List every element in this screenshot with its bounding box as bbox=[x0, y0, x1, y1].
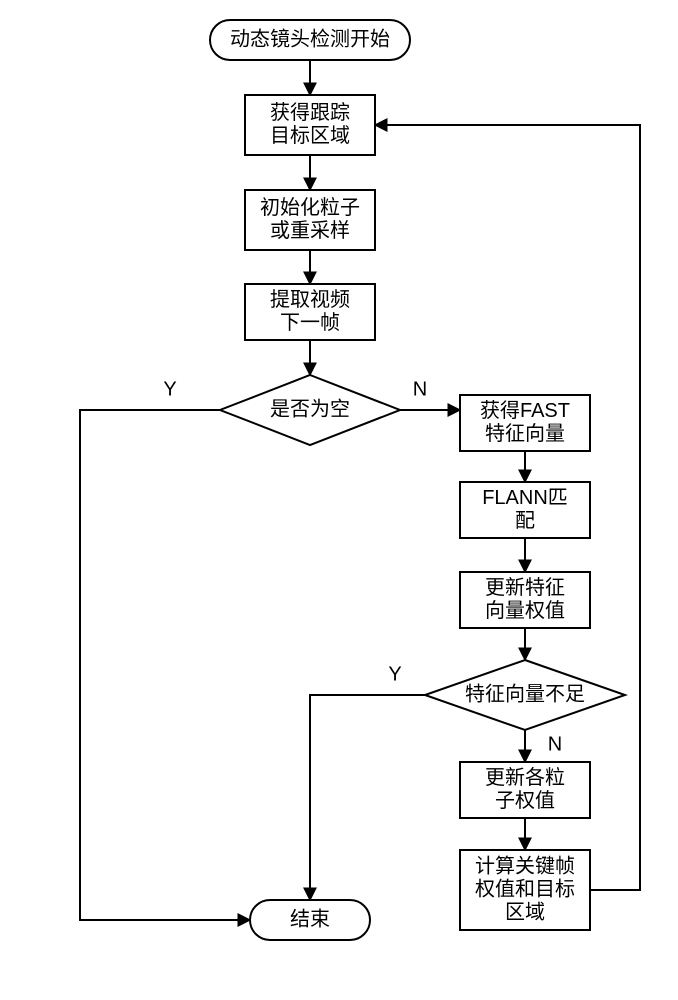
edge-8-label: N bbox=[548, 733, 562, 755]
node-n5-line-0: FLANN匹 bbox=[482, 487, 568, 509]
node-n8-line-2: 区域 bbox=[505, 900, 545, 923]
node-n6: 更新特征向量权值 bbox=[460, 572, 590, 628]
node-n6-line-0: 更新特征 bbox=[485, 576, 565, 599]
node-n7-line-0: 更新各粒 bbox=[485, 766, 565, 789]
node-d1: 是否为空 bbox=[220, 375, 400, 445]
node-n7-line-1: 子权值 bbox=[495, 789, 555, 812]
node-start-line-0: 动态镜头检测开始 bbox=[230, 27, 390, 50]
node-n1-line-0: 获得跟踪 bbox=[270, 101, 350, 124]
edge-4-label: N bbox=[413, 378, 427, 400]
edge-11-label: Y bbox=[163, 378, 176, 400]
node-n5: FLANN匹配 bbox=[460, 482, 590, 538]
node-n6-line-1: 向量权值 bbox=[485, 599, 565, 622]
node-n5-line-1: 配 bbox=[515, 510, 535, 532]
node-n4-line-1: 特征向量 bbox=[485, 422, 565, 445]
edge-12 bbox=[310, 695, 425, 900]
node-n1-line-1: 目标区域 bbox=[270, 124, 350, 147]
node-end-line-0: 结束 bbox=[290, 907, 330, 930]
node-n3-line-0: 提取视频 bbox=[270, 288, 350, 311]
node-d2-line-0: 特征向量不足 bbox=[465, 682, 585, 705]
node-n2: 初始化粒子或重采样 bbox=[245, 190, 375, 250]
node-n8-line-1: 权值和目标 bbox=[475, 877, 575, 900]
node-n2-line-0: 初始化粒子 bbox=[260, 196, 360, 219]
node-n7: 更新各粒子权值 bbox=[460, 762, 590, 818]
node-start: 动态镜头检测开始 bbox=[210, 20, 410, 60]
edge-11 bbox=[80, 410, 250, 920]
node-n8: 计算关键帧权值和目标区域 bbox=[460, 850, 590, 930]
node-d1-line-0: 是否为空 bbox=[270, 397, 350, 420]
node-d2: 特征向量不足 bbox=[425, 660, 625, 730]
edge-12-label: Y bbox=[388, 663, 401, 685]
node-end: 结束 bbox=[250, 900, 370, 940]
node-n8-line-0: 计算关键帧 bbox=[475, 854, 575, 877]
node-n2-line-1: 或重采样 bbox=[270, 219, 350, 242]
node-n1: 获得跟踪目标区域 bbox=[245, 95, 375, 155]
node-n4: 获得FAST特征向量 bbox=[460, 395, 590, 451]
node-n3: 提取视频下一帧 bbox=[245, 284, 375, 340]
node-n3-line-1: 下一帧 bbox=[280, 311, 340, 334]
node-n4-line-0: 获得FAST bbox=[480, 399, 570, 422]
